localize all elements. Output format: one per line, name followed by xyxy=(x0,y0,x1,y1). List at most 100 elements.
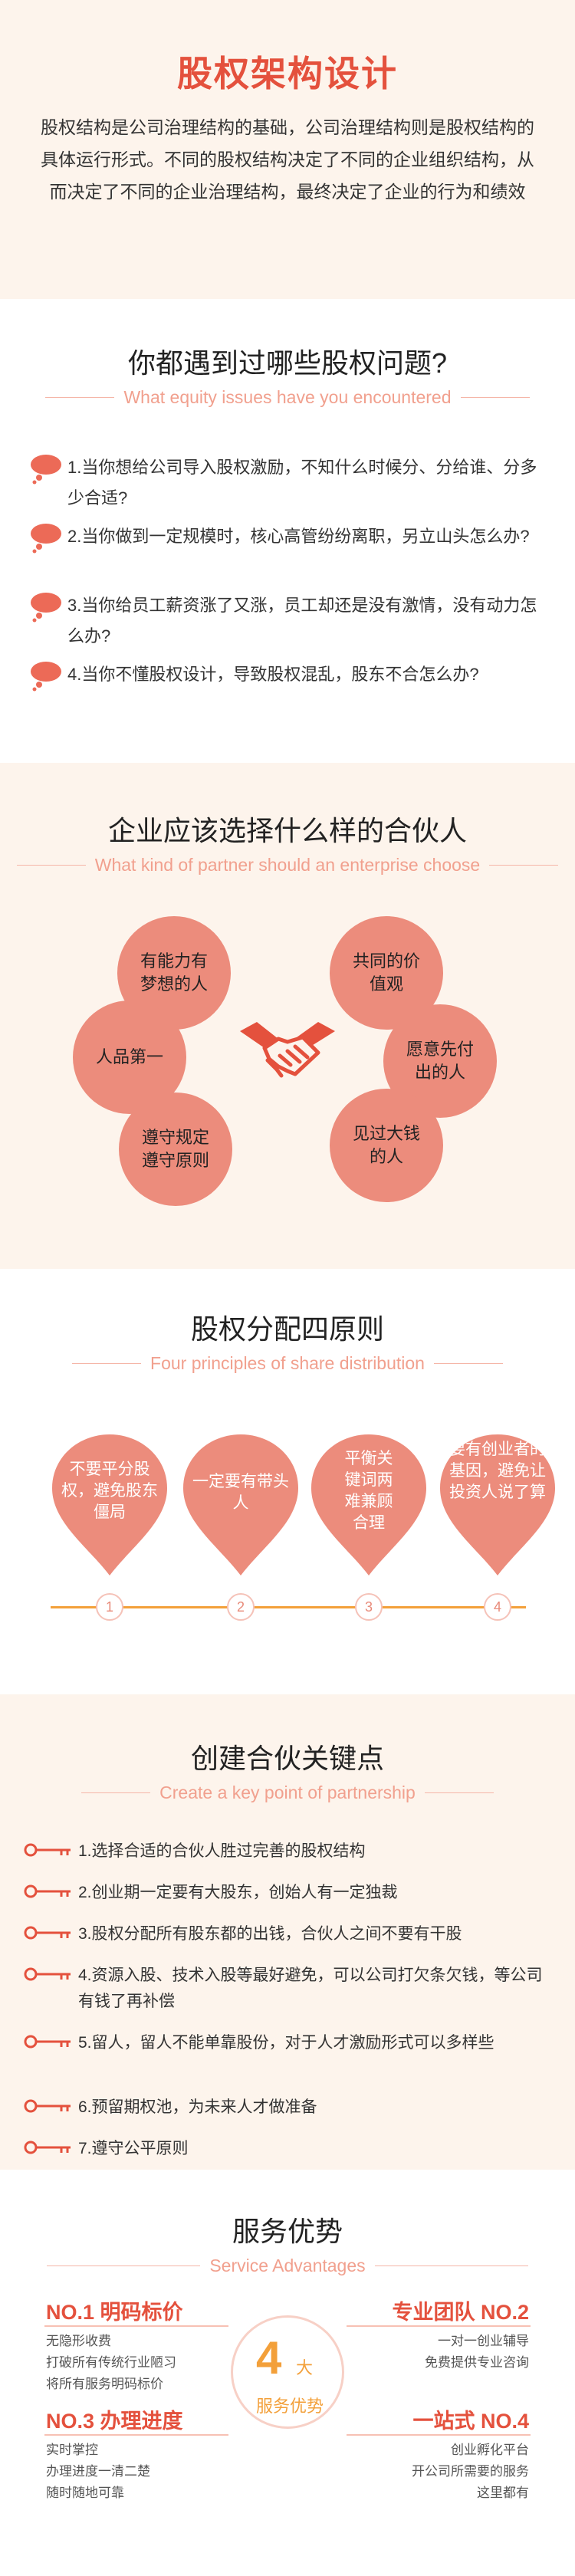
speech-bubble-icon xyxy=(29,590,67,623)
keys-section: 创建合伙关键点 Create a key point of partnershi… xyxy=(0,1694,575,2170)
key-point-text: 7.遵守公平原则 xyxy=(78,2140,189,2157)
key-icon xyxy=(23,2136,78,2159)
advantages-subtitle: Service Advantages xyxy=(209,2256,366,2275)
key-point: 4.资源入股、技术入股等最好避免，可以公司打欠条欠钱，等公司有钱了再补偿 xyxy=(23,1963,552,2015)
divider-line xyxy=(424,1792,494,1793)
partner-trait-label: 共同的价值观 xyxy=(352,951,420,994)
advantage-line: 办理进度一清二楚 xyxy=(46,2464,150,2479)
speech-bubble-icon xyxy=(29,521,67,554)
drop-shape xyxy=(52,1434,167,1576)
key-icon xyxy=(23,2030,78,2053)
key-point-text: 5.留人，留人不能单靠股份，对于人才激励形式可以多样些 xyxy=(78,2034,495,2052)
advantage-underline xyxy=(347,2325,531,2327)
partners-subtitle-row: What kind of partner should an enterpris… xyxy=(0,855,575,876)
key-point: 2.创业期一定要有大股东，创始人有一定独裁 xyxy=(23,1880,552,1906)
problem-item: 2.当你做到一定规模时，核心高管纷纷离职，另立山头怎么办? xyxy=(29,521,550,554)
problems-header: 你都遇到过哪些股权问题? What equity issues have you… xyxy=(0,341,575,408)
divider-line xyxy=(16,865,86,866)
problem-text: 1.当你想给公司导入股权激励，不知什么时候分、分给谁、分多少合适? xyxy=(67,458,537,508)
handshake-icon xyxy=(234,1008,341,1092)
drop-shape xyxy=(440,1434,555,1576)
partner-trait-label: 有能力有梦想的人 xyxy=(140,951,208,994)
advantage-line: 开公司所需要的服务 xyxy=(412,2464,529,2479)
drop-shape xyxy=(311,1434,426,1576)
partner-trait: 见过大钱的人 xyxy=(330,1089,443,1202)
problems-section: 你都遇到过哪些股权问题? What equity issues have you… xyxy=(0,299,575,763)
problem-item: 1.当你想给公司导入股权激励，不知什么时候分、分给谁、分多少合适? xyxy=(29,452,550,514)
key-point-text: 2.创业期一定要有大股东，创始人有一定独裁 xyxy=(78,1884,398,1901)
advantage-underline xyxy=(347,2434,531,2436)
key-point: 3.股权分配所有股东都的出钱，合伙人之间不要有干股 xyxy=(23,1921,552,1947)
key-point-text: 3.股权分配所有股东都的出钱，合伙人之间不要有干股 xyxy=(78,1925,462,1943)
key-point-text: 4.资源入股、技术入股等最好避免，可以公司打欠条欠钱，等公司有钱了再补偿 xyxy=(78,1967,543,2010)
partners-title: 企业应该选择什么样的合伙人 xyxy=(107,815,467,846)
principles-subtitle: Four principles of share distribution xyxy=(150,1353,425,1373)
partner-trait-label: 愿意先付出的人 xyxy=(406,1040,474,1082)
advantage-title: NO.1 明码标价 xyxy=(46,2301,183,2324)
divider-line xyxy=(460,397,530,398)
partner-trait-label: 见过大钱的人 xyxy=(352,1124,420,1166)
principle-number: 3 xyxy=(355,1593,383,1621)
advantage-line: 无隐形收费 xyxy=(46,2334,111,2348)
keys-subtitle: Create a key point of partnership xyxy=(159,1783,416,1802)
principle-card: 一定要有带头人 xyxy=(180,1431,301,1577)
partners-header: 企业应该选择什么样的合伙人 What kind of partner shoul… xyxy=(0,809,575,876)
principles-title: 股权分配四原则 xyxy=(190,1313,384,1345)
key-icon xyxy=(23,1921,78,1944)
advantage-line: 打破所有传统行业陋习 xyxy=(46,2355,176,2370)
advantage-line: 一对一创业辅导 xyxy=(438,2334,529,2348)
problems-title: 你都遇到过哪些股权问题? xyxy=(127,347,448,379)
problems-subtitle-row: What equity issues have you encountered xyxy=(0,387,575,408)
advantage-title: 专业团队 NO.2 xyxy=(392,2301,529,2324)
key-point: 5.留人，留人不能单靠股份，对于人才激励形式可以多样些 xyxy=(23,2030,552,2056)
key-icon xyxy=(23,2095,78,2118)
partner-trait: 遵守规定遵守原则 xyxy=(119,1092,232,1206)
advantage-line: 随时随地可靠 xyxy=(46,2486,124,2500)
problem-text: 4.当你不懂股权设计，导致股权混乱，股东不合怎么办? xyxy=(67,665,479,684)
key-point: 1.选择合适的合伙人胜过完善的股权结构 xyxy=(23,1838,552,1865)
key-icon xyxy=(23,1963,78,1986)
principle-text: 平衡关键词两难兼顾合理 xyxy=(344,1450,393,1532)
problem-text: 3.当你给员工薪资涨了又涨，员工却还是没有激情，没有动力怎么办? xyxy=(67,596,537,646)
divider-line xyxy=(433,1363,503,1364)
advantage-line: 创业孵化平台 xyxy=(451,2443,529,2457)
principle-card: 平衡关键词两难兼顾合理 xyxy=(308,1431,429,1577)
divider-line xyxy=(489,865,559,866)
advantages-header: 服务优势 Service Advantages xyxy=(0,2210,575,2276)
key-point-text: 1.选择合适的合伙人胜过完善的股权结构 xyxy=(78,1842,366,1860)
partners-subtitle: What kind of partner should an enterpris… xyxy=(94,855,481,875)
badge-number: 4 xyxy=(256,2332,282,2384)
key-icon xyxy=(23,1880,78,1903)
key-point-text: 6.预留期权池，为未来人才做准备 xyxy=(78,2098,317,2116)
principle-text: 不要平分股权，避免股东僵局 xyxy=(61,1460,158,1521)
advantages-subtitle-row: Service Advantages xyxy=(0,2256,575,2276)
principle-number: 1 xyxy=(96,1593,123,1621)
advantage-line: 这里都有 xyxy=(477,2486,529,2500)
advantages-title: 服务优势 xyxy=(232,2216,343,2247)
drop-shape xyxy=(183,1434,298,1576)
keys-subtitle-row: Create a key point of partnership xyxy=(0,1783,575,1803)
keys-header: 创建合伙关键点 Create a key point of partnershi… xyxy=(0,1737,575,1803)
keys-title: 创建合伙关键点 xyxy=(190,1743,384,1774)
advantage-title: NO.3 办理进度 xyxy=(46,2410,183,2433)
badge-label: 服务优势 xyxy=(255,2397,324,2416)
principles-section: 股权分配四原则 Four principles of share distrib… xyxy=(0,1269,575,1694)
key-point: 7.遵守公平原则 xyxy=(23,2136,552,2162)
divider-line xyxy=(72,1363,142,1364)
advantage-underline xyxy=(44,2434,228,2436)
principles-subtitle-row: Four principles of share distribution xyxy=(0,1353,575,1374)
advantage-badge: 4 大 服务优势 xyxy=(231,2315,344,2429)
partner-trait-label: 人品第一 xyxy=(95,1047,163,1066)
intro-text: 股权结构是公司治理结构的基础，公司治理结构则是股权结构的具体运行形式。不同的股权… xyxy=(41,117,534,202)
principle-number: 2 xyxy=(227,1593,255,1621)
principle-card: 不要平分股权，避免股东僵局 xyxy=(49,1431,170,1577)
problem-item: 3.当你给员工薪资涨了又涨，员工却还是没有激情，没有动力怎么办? xyxy=(29,590,550,652)
badge-unit: 大 xyxy=(296,2358,314,2377)
principle-number: 4 xyxy=(484,1593,511,1621)
principles-header: 股权分配四原则 Four principles of share distrib… xyxy=(0,1307,575,1374)
advantage-underline xyxy=(44,2325,228,2327)
problems-subtitle: What equity issues have you encountered xyxy=(123,387,452,407)
problem-text: 2.当你做到一定规模时，核心高管纷纷离职，另立山头怎么办? xyxy=(67,527,530,546)
page-title: 股权架构设计 xyxy=(177,54,398,94)
advantages-section: 服务优势 Service Advantages NO.1 明码标价 无隐形收费 … xyxy=(0,2170,575,2545)
